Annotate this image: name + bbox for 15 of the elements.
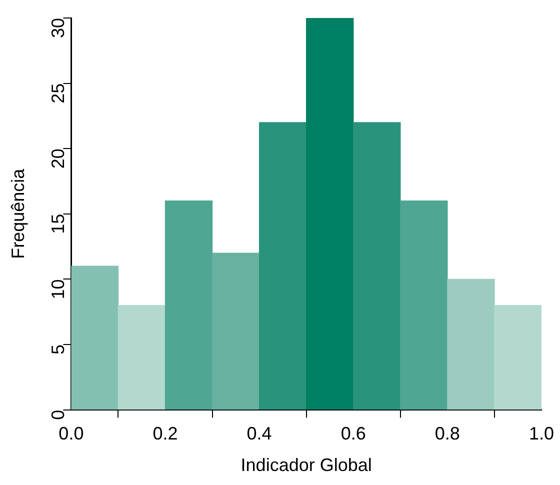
x-axis-title: Indicador Global — [240, 455, 372, 476]
x-tick-label: 1.0 — [528, 424, 554, 444]
y-tick-label: 0 — [48, 410, 68, 420]
x-tick-label: 0.4 — [246, 424, 272, 444]
y-tick-label: 10 — [48, 279, 68, 300]
y-tick-label: 5 — [48, 344, 68, 355]
y-tick-label: 20 — [48, 148, 68, 169]
y-axis-title: Frequência — [8, 168, 28, 259]
x-tick-label: 0.0 — [58, 424, 84, 444]
x-tick-label: 0.2 — [152, 424, 178, 444]
y-tick-label: 25 — [48, 83, 68, 104]
x-tick-label: 0.8 — [434, 424, 460, 444]
x-tick-label: 0.6 — [340, 424, 366, 444]
y-tick-label: 30 — [48, 18, 68, 38]
y-tick-label: 15 — [48, 214, 68, 234]
